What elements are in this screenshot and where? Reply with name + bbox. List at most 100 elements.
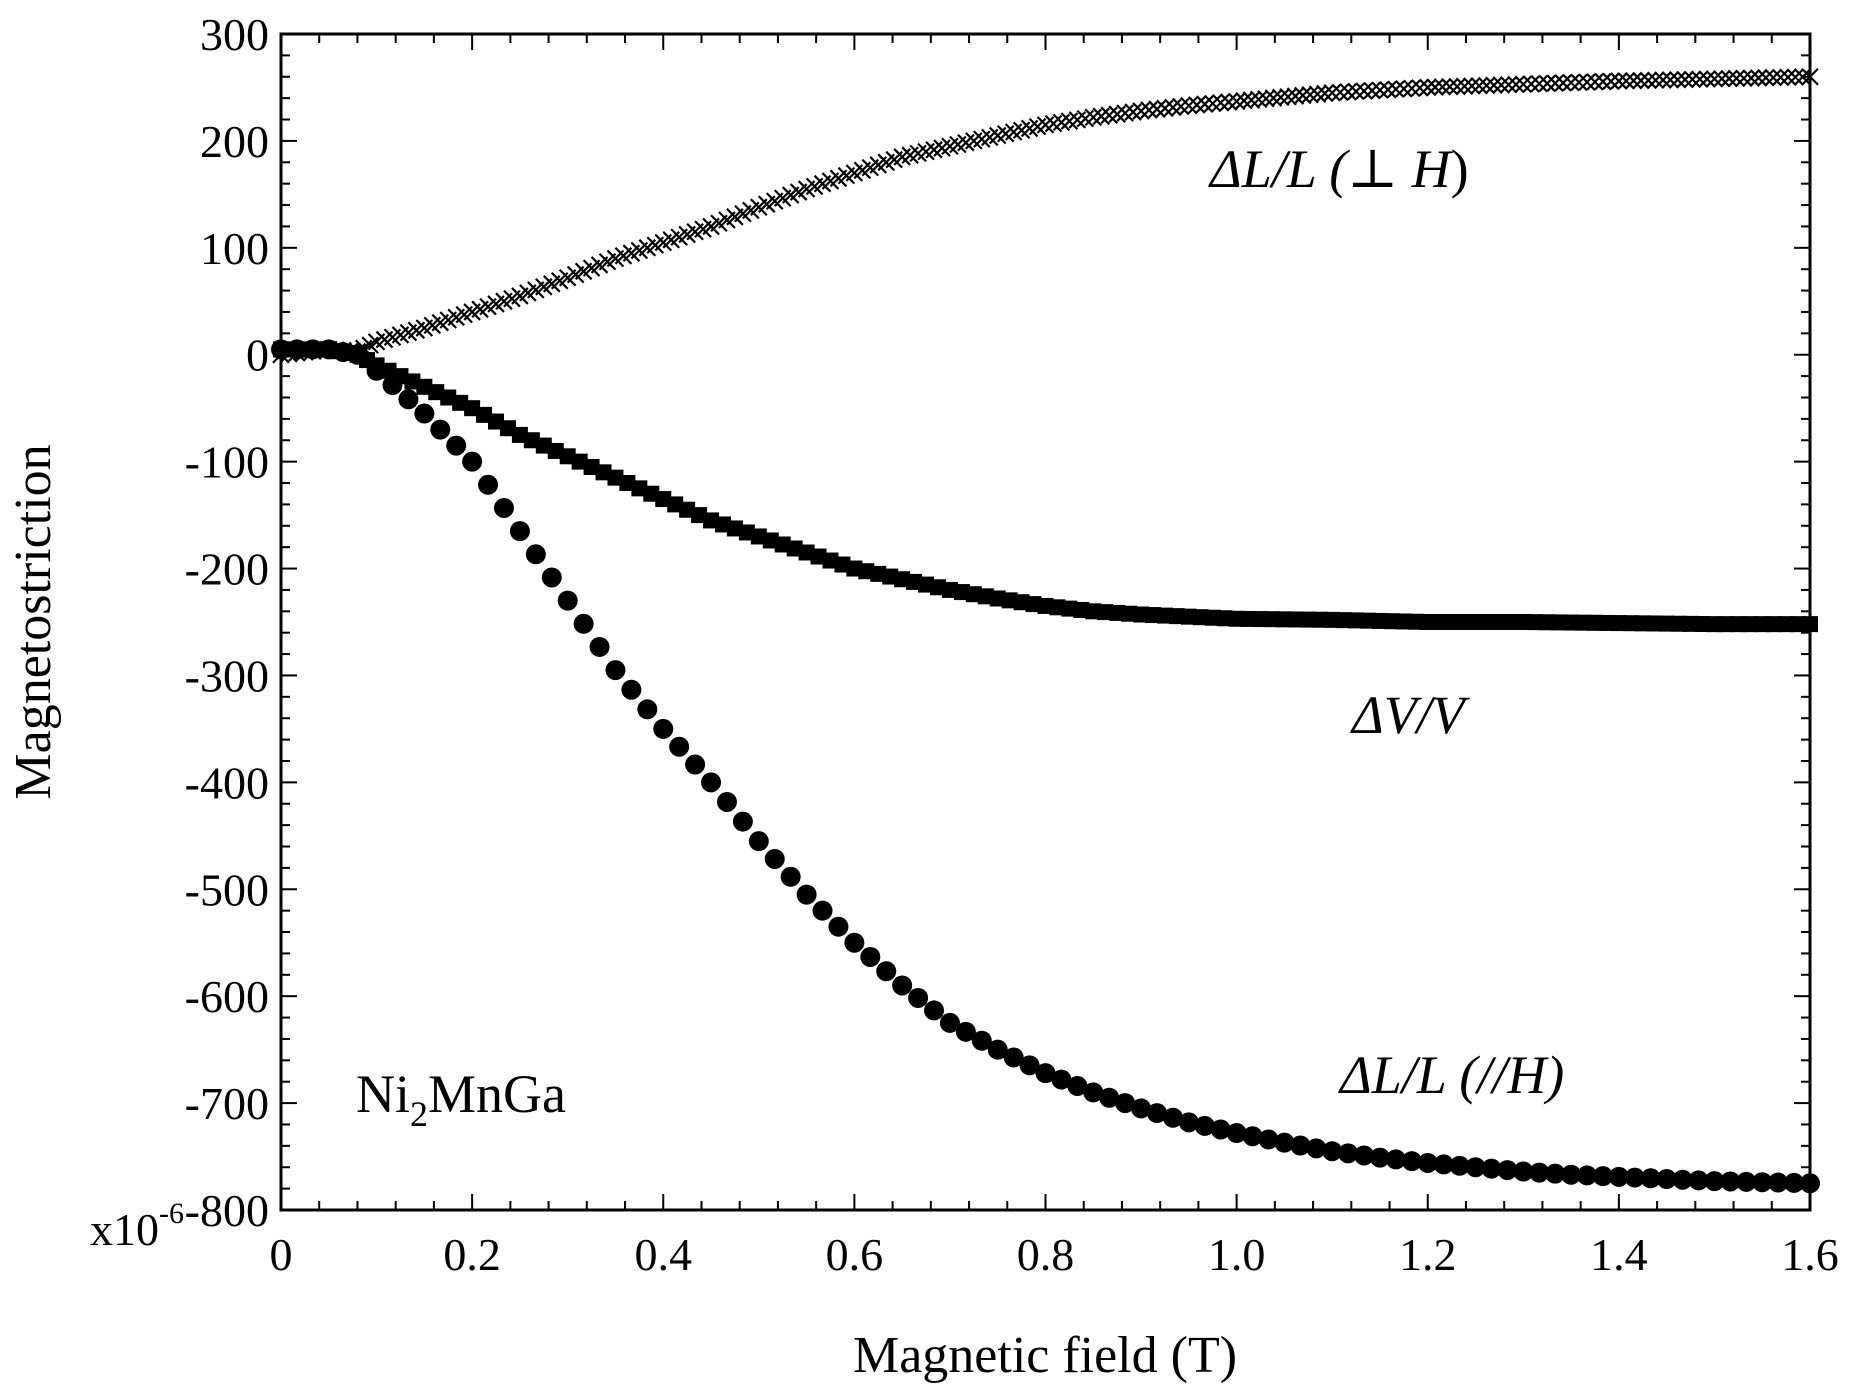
point-circle — [1401, 1151, 1422, 1172]
point-circle — [955, 1021, 976, 1042]
point-cross — [1249, 90, 1268, 109]
point-circle — [541, 567, 562, 588]
point-cross — [1116, 104, 1134, 122]
y-tick-label: -700 — [185, 1078, 269, 1129]
point-cross — [1594, 72, 1612, 91]
point-circle — [286, 339, 307, 360]
point-cross — [1786, 68, 1805, 86]
point-cross — [1441, 77, 1459, 96]
point-cross — [1463, 77, 1481, 95]
x-tick-label: 0.2 — [443, 1229, 501, 1280]
point-circle — [1194, 1115, 1215, 1136]
point-cross — [1455, 77, 1474, 95]
point-cross — [1188, 96, 1206, 114]
point-circle — [1003, 1047, 1024, 1068]
point-cross — [1203, 94, 1222, 113]
point-circle — [1752, 1172, 1773, 1193]
point-cross — [1705, 70, 1724, 88]
point-circle — [1019, 1055, 1040, 1076]
point-cross — [1323, 84, 1341, 102]
x-tick-label: 0.8 — [1017, 1229, 1075, 1280]
point-circle — [1354, 1145, 1375, 1166]
point-cross — [1546, 74, 1564, 92]
point-cross — [1477, 76, 1496, 95]
point-cross — [1492, 76, 1511, 94]
point-circle — [366, 360, 387, 381]
point-circle — [701, 772, 722, 793]
point-cross — [1646, 71, 1665, 89]
point-circle — [716, 791, 737, 812]
point-circle — [1688, 1170, 1709, 1191]
point-circle — [1290, 1135, 1311, 1156]
point-circle — [876, 961, 897, 982]
x-tick-label: 0.4 — [635, 1229, 693, 1280]
point-cross — [1379, 80, 1397, 99]
point-circle — [1369, 1147, 1390, 1168]
point-cross — [1749, 69, 1768, 87]
point-cross — [1713, 69, 1731, 88]
point-cross — [1242, 91, 1261, 109]
point-circle — [1210, 1119, 1231, 1140]
point-circle — [812, 900, 833, 921]
point-circle — [1656, 1168, 1677, 1189]
point-cross — [1801, 67, 1819, 86]
point-circle — [828, 916, 849, 937]
point-cross — [1264, 89, 1283, 107]
point-cross — [1294, 86, 1312, 105]
point-circle — [1083, 1082, 1104, 1103]
point-cross — [1538, 74, 1556, 93]
point-cross — [1219, 93, 1238, 111]
point-circle — [1592, 1166, 1613, 1187]
y-tick-label: -600 — [185, 971, 269, 1022]
point-cross — [1092, 107, 1111, 126]
point-circle — [525, 544, 546, 565]
point-cross — [1578, 73, 1596, 91]
point-cross — [1271, 88, 1290, 107]
point-circle — [462, 451, 483, 472]
point-circle — [860, 946, 881, 967]
point-circle — [685, 754, 706, 775]
y-tick-label: -200 — [185, 544, 269, 595]
point-cross — [1279, 87, 1297, 106]
point-circle — [1226, 1123, 1247, 1144]
point-circle — [1274, 1132, 1295, 1153]
point-circle — [589, 636, 610, 657]
x-tick-label: 0.6 — [826, 1229, 884, 1280]
point-cross — [1426, 78, 1444, 96]
point-circle — [1178, 1112, 1199, 1133]
y-tick-label: -500 — [185, 864, 269, 915]
point-cross — [1764, 68, 1783, 87]
point-cross — [1286, 87, 1305, 105]
annotation-perp: ΔL/L (⊥ H) — [1208, 139, 1469, 199]
y-tick-label: -800 — [185, 1185, 269, 1236]
point-circle — [1481, 1158, 1502, 1179]
point-circle — [653, 718, 674, 739]
point-cross — [1084, 108, 1103, 127]
x-tick-label: 0 — [270, 1229, 293, 1280]
point-cross — [1132, 102, 1150, 120]
x-axis-title: Magnetic field (T) — [853, 1327, 1237, 1384]
y-tick-label: 100 — [200, 223, 269, 274]
point-circle — [1720, 1171, 1741, 1192]
point-cross — [1347, 82, 1365, 101]
point-cross — [1227, 92, 1246, 111]
point-cross — [1771, 68, 1790, 87]
point-cross — [1485, 76, 1503, 95]
point-circle — [1768, 1172, 1789, 1193]
y-tick-label: -400 — [185, 757, 269, 808]
point-circle — [398, 389, 419, 410]
y-tick-label: 300 — [200, 9, 269, 60]
point-circle — [1258, 1129, 1279, 1150]
point-circle — [1322, 1141, 1343, 1162]
point-cross — [1148, 100, 1166, 118]
point-circle — [1736, 1171, 1757, 1192]
point-cross — [1418, 78, 1437, 97]
point-cross — [1100, 106, 1118, 125]
point-cross — [1554, 74, 1572, 92]
point-circle — [1449, 1155, 1470, 1176]
point-circle — [748, 831, 769, 852]
point-circle — [1115, 1093, 1136, 1114]
point-circle — [414, 403, 435, 424]
point-circle — [509, 521, 530, 542]
y-axis-title: Magnetostriction — [5, 444, 62, 799]
